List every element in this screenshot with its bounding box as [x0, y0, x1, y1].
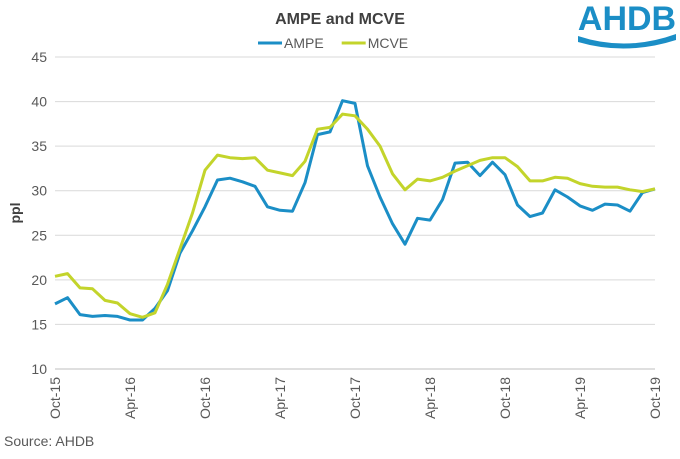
source: Source: AHDB: [4, 433, 94, 449]
x-tick-label: Oct-16: [197, 377, 213, 419]
x-tick-label: Oct-15: [47, 377, 63, 419]
y-tick-label: 40: [31, 94, 47, 110]
legend: AMPE MCVE: [258, 35, 408, 51]
y-tick-label: 15: [31, 316, 47, 332]
chart-title: AMPE and MCVE: [275, 11, 405, 28]
legend-label: AMPE: [284, 35, 324, 51]
x-tick-label: Oct-17: [347, 377, 363, 419]
y-tick-label: 10: [31, 361, 47, 377]
logo: AHDB: [578, 0, 676, 49]
line-series: [54, 99, 656, 322]
y-tick-label: 20: [31, 272, 47, 288]
x-tick-label: Oct-19: [647, 377, 663, 419]
logo-text: AHDB: [578, 0, 676, 38]
y-tick-label: 25: [31, 227, 47, 243]
y-axis-title: ppl: [7, 203, 23, 224]
x-tick-label: Apr-16: [122, 377, 138, 419]
x-tick-label: Apr-19: [572, 377, 588, 419]
x-tick-label: Apr-17: [272, 377, 288, 419]
logo-wave: [578, 34, 676, 49]
line-series: [54, 112, 656, 319]
legend-label: MCVE: [368, 35, 408, 51]
y-tick-label: 35: [31, 138, 47, 154]
y-tick-label: 45: [31, 49, 47, 65]
x-tick-label: Oct-18: [497, 377, 513, 419]
x-tick-label: Apr-18: [422, 377, 438, 419]
y-tick-label: 30: [31, 183, 47, 199]
